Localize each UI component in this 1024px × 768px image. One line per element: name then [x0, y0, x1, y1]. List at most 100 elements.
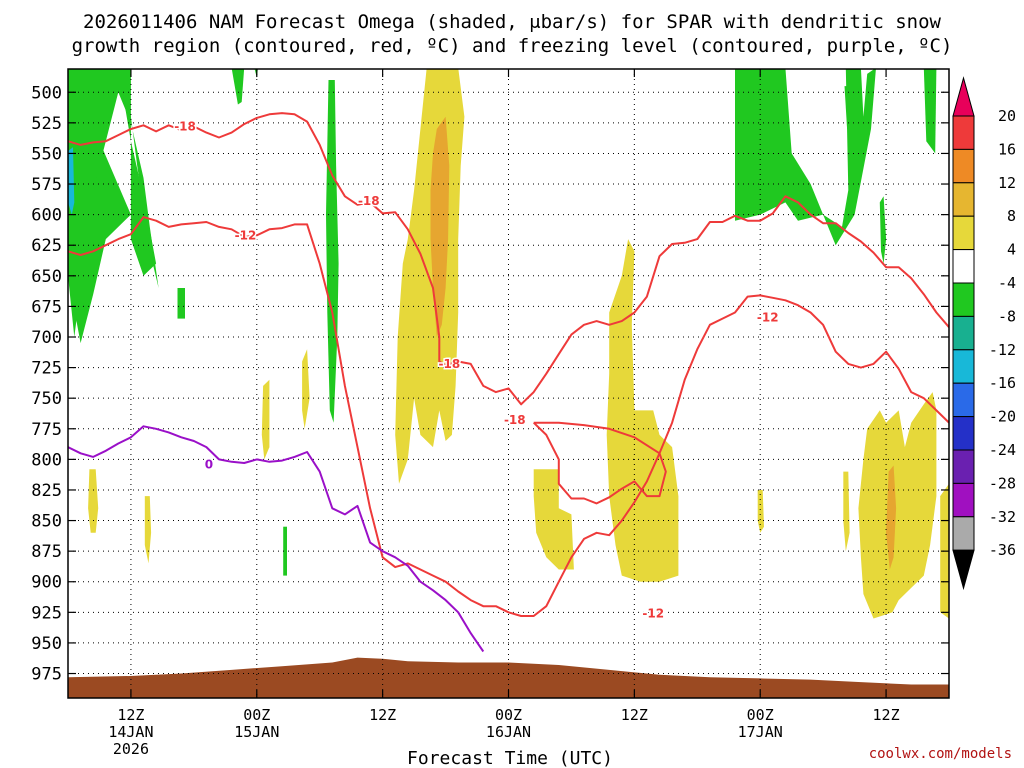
- plot-content: -18 -12 -18 -18 -18 -12 -12 0: [68, 69, 949, 698]
- contour-label-0: -18: [173, 118, 198, 135]
- contour-label-7: 0: [203, 456, 214, 473]
- y-tick-label-8: 700: [31, 328, 62, 348]
- plot-area: -18 -12 -18 -18 -18 -12 -12 0: [67, 68, 950, 699]
- colorbar-box-10: [952, 449, 975, 484]
- y-tick-label-4: 600: [31, 206, 62, 226]
- credit-text: coolwx.com/models: [869, 746, 1012, 762]
- svg-text:-12: -12: [235, 228, 257, 242]
- svg-text:-18: -18: [174, 120, 196, 134]
- colorbar-box-7: [952, 349, 975, 384]
- colorbar-bottom-triangle: [952, 549, 975, 591]
- x-tick-label-5-line-1: 17JAN: [738, 723, 783, 741]
- colorbar-box-3: [952, 215, 975, 251]
- x-tick-label-1-line-1: 15JAN: [234, 723, 279, 741]
- colorbar-box-6: [952, 315, 975, 351]
- plot-background: [68, 69, 949, 698]
- x-tick-label-0-line-2: 2026: [113, 740, 149, 758]
- contour-label-2: -18: [356, 193, 381, 210]
- colorbar-label-5: -4: [998, 274, 1016, 292]
- colorbar-label-4: 4: [1007, 241, 1016, 259]
- svg-text:-12: -12: [757, 310, 779, 324]
- colorbar-label-2: 12: [998, 174, 1016, 192]
- x-tick-label-2: 12Z: [369, 706, 396, 724]
- colorbar-label-9: -20: [989, 408, 1016, 426]
- omega-region-7: [283, 526, 287, 576]
- svg-text:-18: -18: [358, 194, 380, 208]
- contour-label-6: -12: [641, 605, 666, 622]
- contour-label-4: -18: [502, 412, 527, 429]
- svg-text:-18: -18: [504, 413, 526, 427]
- omega-region-11: [923, 69, 937, 154]
- omega-region-23: [843, 471, 850, 552]
- y-tick-label-19: 975: [31, 665, 62, 685]
- x-tick-label-6-line-0: 12Z: [873, 706, 900, 724]
- colorbar-box-12: [952, 516, 975, 551]
- omega-region-14: [533, 469, 574, 570]
- contour-line-2: [533, 421, 667, 505]
- colorbar-label-13: -36: [989, 541, 1016, 559]
- omega-region-17: [886, 465, 897, 570]
- terrain-surface: [68, 657, 949, 698]
- y-tick-label-14: 850: [31, 512, 62, 532]
- omega-region-3: [231, 69, 245, 105]
- omega-region-13: [430, 116, 450, 337]
- colorbar-box-8: [952, 382, 975, 418]
- colorbar-box-0: [952, 115, 975, 150]
- y-tick-label-10: 750: [31, 389, 62, 409]
- x-tick-label-3-line-1: 16JAN: [486, 723, 531, 741]
- colorbar-label-11: -28: [989, 474, 1016, 492]
- colorbar-label-10: -24: [989, 441, 1016, 459]
- title-line-2: growth region (contoured, red, ºC) and f…: [72, 35, 953, 57]
- x-tick-label-5-line-0: 00Z: [747, 706, 774, 724]
- svg-text:-18: -18: [439, 357, 461, 371]
- colorbar-label-3: 8: [1007, 207, 1016, 225]
- contour-line-0: [68, 112, 949, 406]
- y-tick-label-0: 500: [31, 83, 62, 103]
- colorbar-box-2: [952, 182, 975, 217]
- colorbar-label-8: -16: [989, 374, 1016, 392]
- y-axis: 500 525 550 575 600 625 650 675 700 725 750 775 800 8…: [31, 83, 949, 685]
- colorbar-box-4: [952, 249, 975, 284]
- y-tick-label-2: 550: [31, 144, 62, 164]
- colorbar-label-1: 16: [998, 140, 1016, 158]
- omega-region-19: [144, 496, 152, 564]
- x-tick-label-4: 12Z: [621, 706, 648, 724]
- omega-region-9: [844, 86, 853, 129]
- colorbar-label-12: -32: [989, 508, 1016, 526]
- y-tick-label-12: 800: [31, 450, 62, 470]
- omega-region-5: [177, 288, 185, 319]
- y-tick-label-7: 675: [31, 297, 62, 317]
- svg-text:0: 0: [205, 457, 213, 471]
- y-tick-label-11: 775: [31, 420, 62, 440]
- contour-line-1: [68, 216, 949, 617]
- colorbar-box-9: [952, 416, 975, 451]
- colorbar-label-7: -12: [989, 341, 1016, 359]
- contour-label-1: -12: [233, 227, 258, 244]
- colorbar-top-triangle: [952, 76, 975, 117]
- omega-region-1: [68, 69, 159, 337]
- y-tick-label-3: 575: [31, 175, 62, 195]
- title-line-1: 2026011406 NAM Forecast Omega (shaded, μ…: [83, 11, 941, 33]
- omega-region-16: [858, 392, 937, 619]
- x-tick-label-2-line-0: 12Z: [369, 706, 396, 724]
- y-tick-label-18: 950: [31, 634, 62, 654]
- y-tick-label-5: 625: [31, 236, 62, 256]
- x-tick-label-4-line-0: 12Z: [621, 706, 648, 724]
- y-tick-label-13: 825: [31, 481, 62, 501]
- x-tick-label-3-line-0: 00Z: [495, 706, 522, 724]
- omega-region-22: [757, 490, 764, 533]
- y-tick-label-9: 725: [31, 359, 62, 379]
- x-tick-label-0-line-0: 12Z: [117, 706, 144, 724]
- x-tick-label-0-line-1: 14JAN: [108, 723, 153, 741]
- colorbar-label-6: -8: [998, 307, 1016, 325]
- x-tick-label-1-line-0: 00Z: [243, 706, 270, 724]
- omega-region-21: [302, 349, 310, 429]
- y-tick-label-16: 900: [31, 573, 62, 593]
- y-tick-label-15: 875: [31, 542, 62, 562]
- contour-line-3: [68, 425, 485, 653]
